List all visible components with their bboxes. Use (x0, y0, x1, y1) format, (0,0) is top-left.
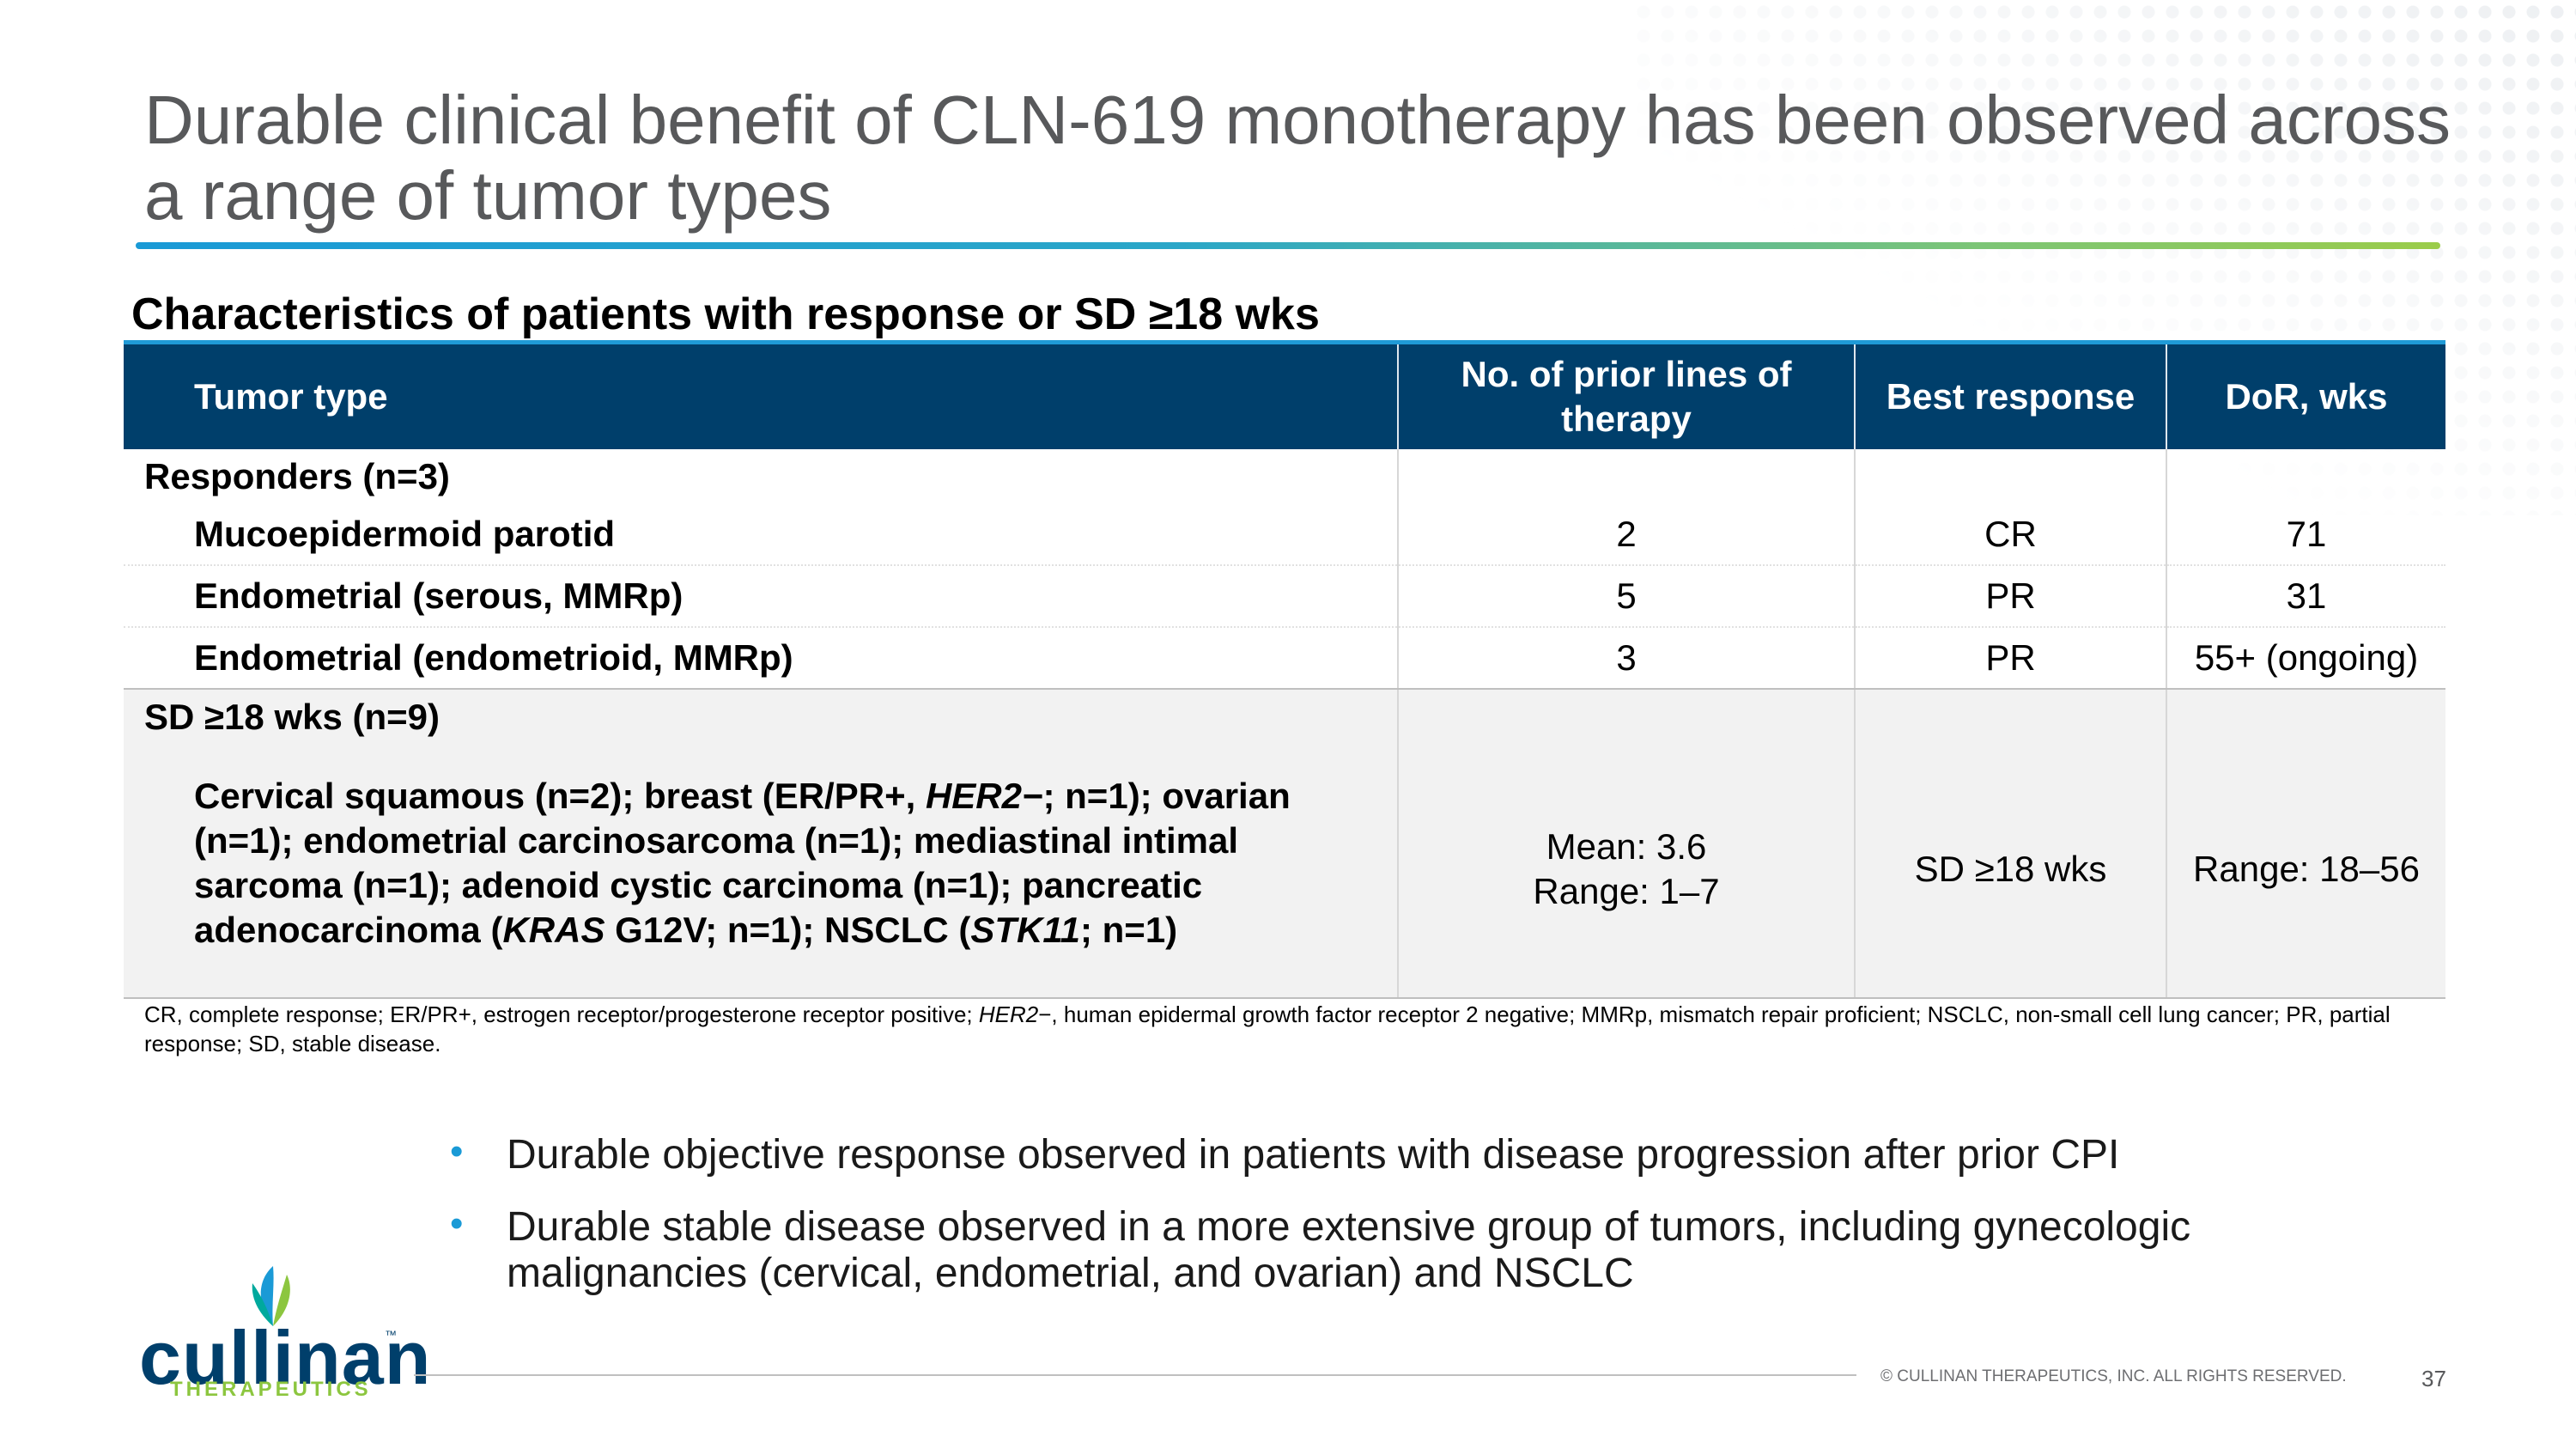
logo-trademark: ™ (385, 1328, 397, 1342)
sd-group-row: SD ≥18 wks (n=9) Cervical squamous (n=2)… (124, 689, 2445, 999)
tumor-cell: Mucoepidermoid parotid (124, 504, 1398, 566)
tumor-cell: Endometrial (endometrioid, MMRp) (124, 627, 1398, 690)
header-dor: DoR, wks (2166, 340, 2445, 449)
dor-cell: 31 (2166, 565, 2445, 628)
sd-best-response-cell: SD ≥18 wks (1854, 689, 2166, 999)
dor-cell: 71 (2166, 504, 2445, 566)
sd-lines-mean: Mean: 3.6 (1546, 826, 1707, 867)
best-response-cell: CR (1854, 504, 2166, 566)
sd-dor-cell: Range: 18–56 (2166, 689, 2445, 999)
leaf-mark-icon (252, 1266, 290, 1326)
tumor-cell: Endometrial (serous, MMRp) (124, 565, 1398, 628)
patient-characteristics-table: Tumor type No. of prior lines of therapy… (124, 340, 2445, 999)
key-findings-list: • Durable objective response observed in … (447, 1130, 2336, 1323)
sd-lines-range: Range: 1–7 (1533, 871, 1720, 911)
copyright-notice: © CULLINAN THERAPEUTICS, INC. ALL RIGHTS… (1880, 1367, 2347, 1385)
table-row: Endometrial (serous, MMRp) 5 PR 31 (124, 565, 2445, 628)
table-subtitle: Characteristics of patients with respons… (131, 289, 1320, 339)
table-header-row: Tumor type No. of prior lines of therapy… (124, 340, 2445, 449)
bullet-icon: • (450, 1202, 464, 1245)
sd-label: SD ≥18 wks (n=9) (144, 697, 440, 737)
page-number: 37 (2421, 1366, 2446, 1391)
bullet-icon: • (450, 1130, 464, 1172)
header-best-response: Best response (1854, 340, 2166, 449)
prior-lines-cell: 2 (1397, 504, 1855, 566)
table-footnote: CR, complete response; ER/PR+, estrogen … (144, 1002, 2391, 1056)
table-row: Mucoepidermoid parotid 2 CR 71 (124, 504, 2445, 566)
best-response-cell: PR (1854, 627, 2166, 690)
dor-cell: 55+ (ongoing) (2166, 627, 2445, 690)
cullinan-logo: cullinan ™ THERAPEUTICS (139, 1263, 431, 1409)
prior-lines-cell: 3 (1397, 627, 1855, 690)
title-gradient-rule (136, 242, 2440, 249)
responders-label: Responders (n=3) (144, 456, 450, 496)
sd-tumor-cell: SD ≥18 wks (n=9) Cervical squamous (n=2)… (124, 689, 1398, 999)
sd-tumor-list: Cervical squamous (n=2); breast (ER/PR+,… (194, 776, 1291, 950)
footer-divider (414, 1374, 1856, 1376)
list-item: • Durable objective response observed in … (450, 1130, 2120, 1178)
best-response-cell: PR (1854, 565, 2166, 628)
list-item: • Durable stable disease observed in a mo… (450, 1202, 2191, 1296)
logo-tagline: THERAPEUTICS (170, 1378, 372, 1401)
prior-lines-cell: 5 (1397, 565, 1855, 628)
slide-title: Durable clinical benefit of CLN-619 mono… (144, 82, 2451, 234)
header-prior-lines: No. of prior lines of therapy (1397, 340, 1855, 449)
logo-wordmark: cullinan (139, 1315, 432, 1400)
table-row: Endometrial (endometrioid, MMRp) 3 PR 55… (124, 627, 2445, 690)
header-tumor-type: Tumor type (124, 340, 1398, 449)
responders-group-row: Responders (n=3) (124, 449, 2445, 504)
sd-prior-lines-cell: Mean: 3.6 Range: 1–7 (1397, 689, 1855, 999)
